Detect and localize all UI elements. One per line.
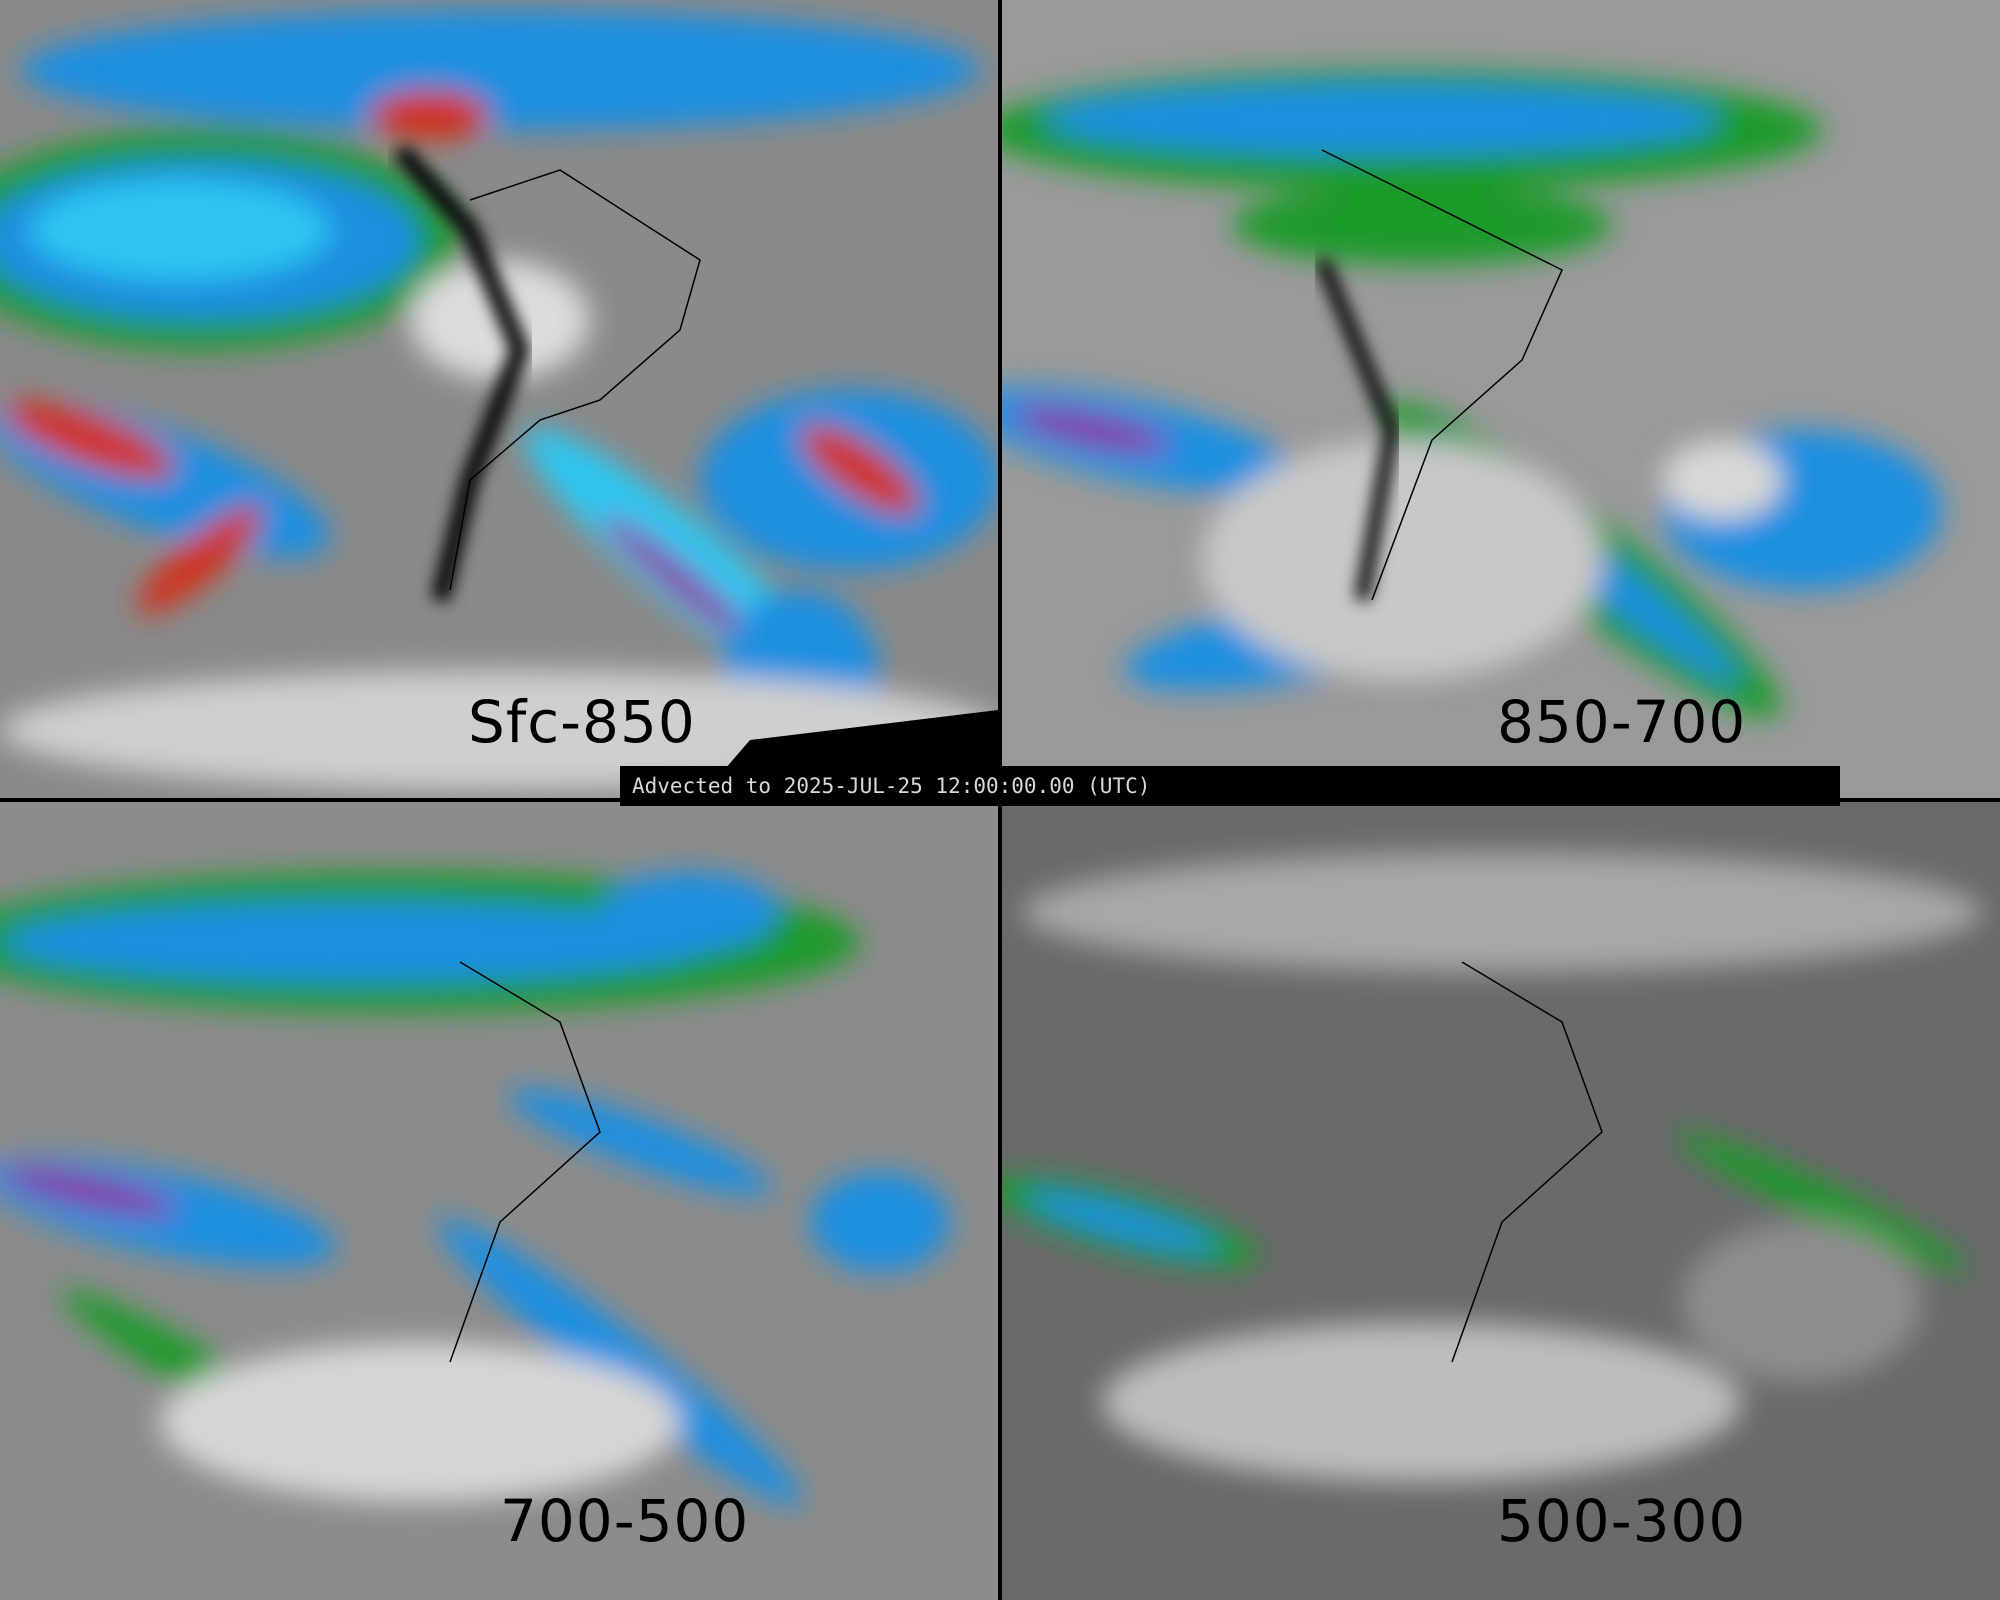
moisture-map-700-500 <box>0 802 998 1600</box>
panel-500-300: 500-300 <box>1002 802 2000 1600</box>
panel-700-500: 700-500 <box>0 802 998 1600</box>
panel-850-700: 850-700 <box>1002 0 2000 798</box>
moisture-map-500-300 <box>1002 802 2000 1600</box>
layer-label: 700-500 <box>500 1487 750 1555</box>
moisture-map-sfc-850 <box>0 0 998 798</box>
advection-time-banner: Advected to 2025-JUL-25 12:00:00.00 (UTC… <box>620 766 1840 806</box>
panel-sfc-850: Sfc-850 <box>0 0 998 798</box>
advection-time-text: Advected to 2025-JUL-25 12:00:00.00 (UTC… <box>632 774 1151 798</box>
layer-label: Sfc-850 <box>468 688 696 756</box>
layer-label: 850-700 <box>1497 688 1747 756</box>
moisture-map-850-700 <box>1002 0 2000 798</box>
layer-label: 500-300 <box>1497 1487 1747 1555</box>
